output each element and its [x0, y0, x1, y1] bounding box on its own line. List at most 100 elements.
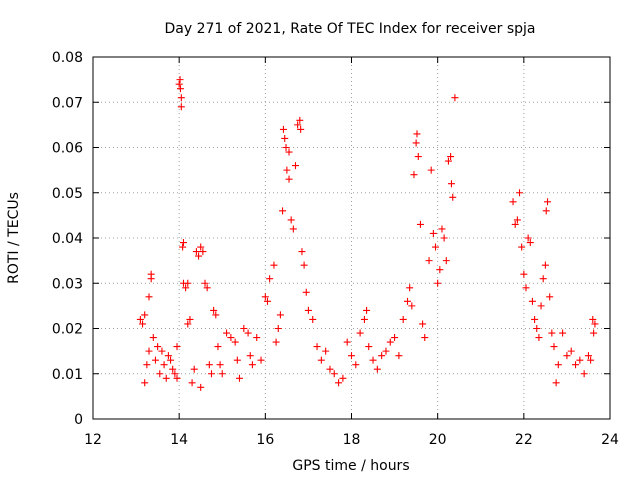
data-point	[363, 306, 371, 314]
data-point	[584, 352, 592, 360]
data-point	[427, 166, 435, 174]
y-tick-label: 0.08	[52, 50, 83, 66]
data-point	[270, 261, 278, 269]
data-point	[542, 207, 550, 215]
data-point	[195, 252, 203, 260]
data-point	[408, 302, 416, 310]
data-point	[429, 229, 437, 237]
data-point	[419, 320, 427, 328]
data-point	[576, 356, 584, 364]
data-point	[223, 329, 231, 337]
data-point	[541, 261, 549, 269]
data-point	[158, 347, 166, 355]
y-axis-label: ROTI / TECUs	[6, 192, 22, 284]
data-point	[539, 275, 547, 283]
data-point	[511, 220, 519, 228]
data-point	[216, 361, 224, 369]
data-point	[141, 379, 149, 387]
data-point	[214, 343, 222, 351]
data-point	[145, 293, 153, 301]
data-point	[201, 279, 209, 287]
data-point	[289, 225, 297, 233]
data-point	[184, 279, 192, 287]
data-point	[136, 315, 144, 323]
data-point	[304, 306, 312, 314]
x-tick-label: 20	[429, 432, 447, 448]
data-point	[451, 94, 459, 102]
data-point	[300, 261, 308, 269]
data-point	[382, 347, 390, 355]
y-tick-label: 0.07	[52, 95, 83, 111]
y-tick-label: 0.03	[52, 276, 83, 292]
data-point	[240, 325, 248, 332]
data-point	[151, 356, 159, 364]
data-point	[335, 379, 343, 387]
data-point	[227, 334, 235, 342]
grid	[93, 57, 610, 419]
data-point	[283, 166, 291, 174]
data-point	[205, 361, 213, 369]
data-point	[365, 343, 373, 351]
data-point	[580, 370, 588, 378]
y-tick-label: 0.02	[52, 322, 83, 338]
data-point	[285, 148, 293, 156]
y-tick-label: 0.01	[52, 367, 83, 383]
data-point	[330, 370, 338, 378]
data-point	[173, 343, 181, 351]
x-axis-label: GPS time / hours	[292, 458, 409, 474]
data-point	[317, 356, 325, 364]
data-point	[513, 216, 521, 224]
data-point	[169, 365, 177, 373]
data-point	[378, 352, 386, 360]
x-axis-tick-labels: 12 14 16 18 20 22 24	[84, 432, 619, 448]
data-point	[436, 266, 444, 274]
data-point	[563, 352, 571, 360]
data-point	[182, 284, 190, 292]
data-point	[199, 248, 207, 256]
x-tick-label: 14	[170, 432, 188, 448]
data-point	[179, 243, 187, 251]
data-point	[156, 370, 164, 378]
data-point	[531, 315, 539, 323]
data-point	[309, 315, 317, 323]
x-tick-label: 18	[343, 432, 361, 448]
data-point	[160, 361, 168, 369]
data-point	[537, 302, 545, 310]
data-point	[421, 334, 429, 342]
data-point	[432, 243, 440, 251]
data-point	[141, 311, 149, 319]
data-point	[177, 94, 185, 102]
data-point	[535, 334, 543, 342]
data-point	[282, 144, 290, 151]
data-point	[352, 361, 360, 369]
data-point	[197, 243, 205, 251]
data-point	[550, 343, 558, 351]
data-point	[326, 365, 334, 373]
data-point	[509, 198, 517, 206]
data-point	[176, 76, 184, 84]
data-point	[149, 334, 157, 342]
data-point	[522, 284, 530, 292]
data-points	[136, 76, 599, 391]
data-point	[552, 379, 560, 387]
data-point	[173, 374, 181, 382]
data-point	[281, 134, 289, 142]
data-point	[167, 356, 175, 364]
x-tick-label: 24	[601, 432, 619, 448]
data-point	[447, 180, 455, 188]
data-point	[360, 315, 368, 323]
data-point	[343, 338, 351, 346]
data-point	[554, 361, 562, 369]
data-point	[412, 139, 420, 147]
data-point	[179, 239, 187, 247]
data-point	[257, 356, 265, 364]
data-point	[171, 370, 179, 378]
data-point	[203, 284, 211, 292]
axis-ticks	[92, 56, 611, 420]
data-point	[438, 225, 446, 233]
y-tick-label: 0.04	[52, 231, 83, 247]
data-point	[235, 374, 243, 382]
data-point	[164, 352, 172, 360]
data-point	[590, 329, 598, 337]
data-point	[528, 297, 536, 305]
